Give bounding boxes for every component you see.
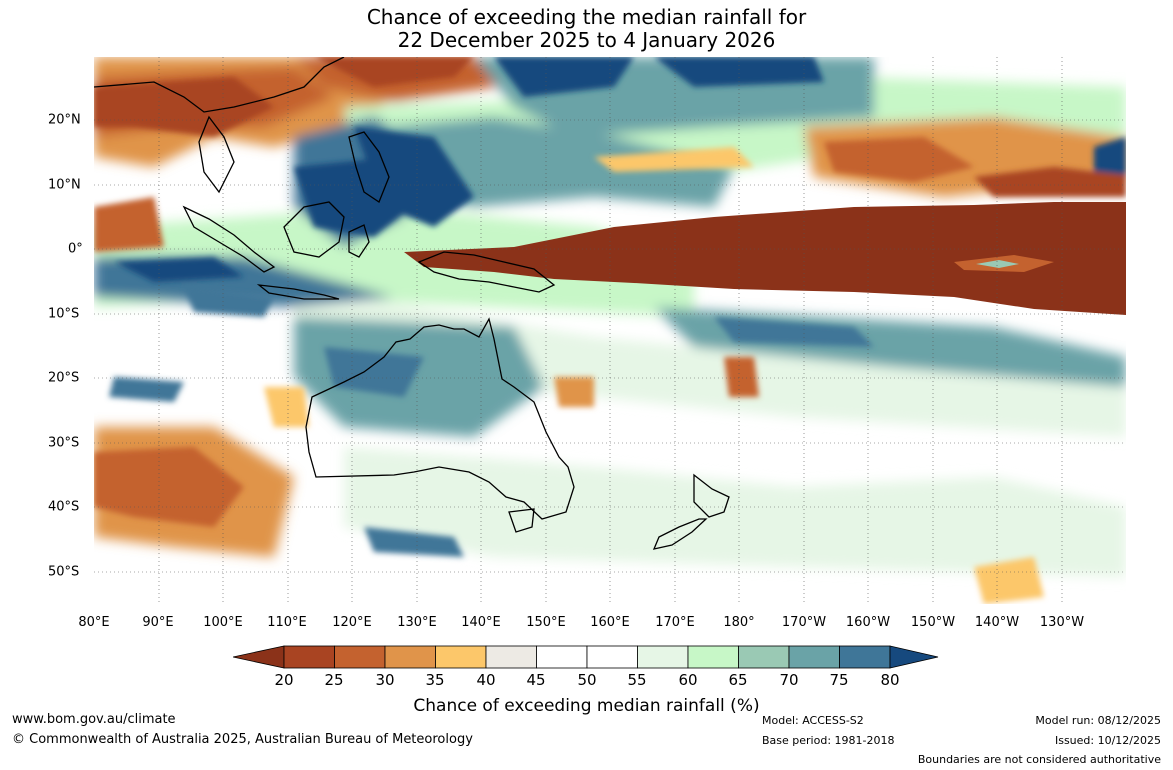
lat-label: 30°S [48, 435, 80, 451]
cb-20-25 [283, 645, 335, 669]
tasmania-coast [508, 508, 535, 533]
copyright: © Commonwealth of Australia 2025, Austra… [12, 732, 473, 747]
lon-label: 130°W [1039, 615, 1085, 630]
model-run: Model run: 08/12/2025 [1035, 714, 1161, 727]
lat-label: 10°N [48, 177, 81, 193]
map-title-line-1: Chance of exceeding the median rainfall … [366, 5, 807, 29]
colorbar-label: 30 [375, 671, 395, 689]
base-period: Base period: 1981-2018 [762, 734, 895, 747]
cb-25-30 [334, 645, 386, 669]
dry-region-interior-wet [976, 260, 1019, 268]
rainfall-pattern-sharp [94, 57, 1126, 604]
colorbar-label: 35 [425, 671, 445, 689]
cb-70-75 [788, 645, 840, 669]
cb-45-50 [536, 645, 588, 669]
cb-40-45 [485, 645, 537, 669]
lon-label: 140°W [974, 615, 1020, 630]
lon-label: 160°W [845, 615, 891, 630]
lon-label: 160°E [590, 615, 630, 630]
lon-label: 170°W [781, 615, 827, 630]
cb-30-35 [384, 645, 436, 669]
lon-label: 90°E [142, 615, 174, 630]
cb-75-80 [839, 645, 891, 669]
lon-label: 150°W [910, 615, 956, 630]
borneo-coast [283, 201, 345, 258]
website-link[interactable]: www.bom.gov.au/climate [12, 712, 176, 727]
colorbar-label: 75 [829, 671, 849, 689]
map-title-line-2: 22 December 2025 to 4 January 2026 [397, 28, 776, 52]
cb-55-60 [637, 645, 689, 669]
sumatra-coast [182, 205, 276, 273]
boundaries-disclaimer: Boundaries are not considered authoritat… [917, 753, 1161, 766]
colorbar-label: 25 [324, 671, 344, 689]
cb-60-65 [687, 645, 739, 669]
cb-above-80 [889, 645, 939, 669]
colorbar-label: 65 [728, 671, 748, 689]
lon-label: 120°E [332, 615, 372, 630]
philippines-coast [348, 131, 390, 203]
issued-date: Issued: 10/12/2025 [1054, 734, 1161, 747]
lon-label: 140°E [461, 615, 501, 630]
asia-coast [94, 57, 345, 113]
lon-label: 180° [723, 615, 755, 630]
model-name: Model: ACCESS-S2 [762, 714, 864, 727]
colorbar-label: 80 [880, 671, 900, 689]
cb-50-55 [586, 645, 638, 669]
cb-35-40 [435, 645, 487, 669]
indochina-coast [198, 115, 235, 194]
lat-label: 20°S [48, 370, 80, 386]
cb-below-20 [233, 645, 285, 669]
coastlines [94, 57, 730, 550]
colorbar-label: 50 [577, 671, 597, 689]
lon-label: 80°E [78, 615, 110, 630]
lat-label: 20°N [48, 112, 81, 128]
lon-label: 110°E [267, 615, 307, 630]
new-guinea-coast [417, 251, 556, 293]
colorbar-label: 45 [526, 671, 546, 689]
graticule [94, 57, 1126, 604]
colorbar-label: 70 [779, 671, 799, 689]
colorbar-label: 55 [627, 671, 647, 689]
cb-65-70 [738, 645, 790, 669]
lat-label: 50°S [48, 564, 80, 580]
lon-label: 170°E [655, 615, 695, 630]
map-svg [94, 57, 1126, 604]
australia-coast [305, 317, 575, 520]
lat-label: 40°S [48, 499, 80, 515]
colorbar-title: Chance of exceeding median rainfall (%) [413, 696, 760, 716]
java-coast [256, 284, 340, 300]
lon-label: 150°E [526, 615, 566, 630]
lon-label: 130°E [397, 615, 437, 630]
sulawesi-coast [348, 224, 370, 258]
colorbar-label: 60 [678, 671, 698, 689]
colorbar [233, 645, 939, 669]
rainfall-probability-map [94, 57, 1126, 604]
equatorial-dry-region [404, 202, 1126, 315]
new-zealand-coast [652, 473, 730, 550]
colorbar-label: 40 [476, 671, 496, 689]
colorbar-label: 20 [274, 671, 294, 689]
lon-label: 100°E [203, 615, 243, 630]
lat-label: 10°S [48, 306, 80, 322]
lat-label: 0° [68, 241, 83, 257]
